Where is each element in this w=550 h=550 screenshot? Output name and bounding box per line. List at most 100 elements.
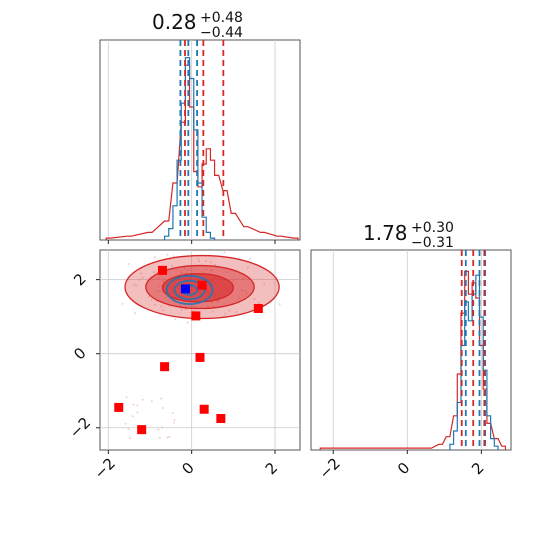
scatter-ytick-label-1: 0: [70, 344, 89, 363]
scatter-red-square-0: [158, 265, 167, 275]
scatter-sample-point: [147, 296, 150, 299]
scatter-sample-point: [132, 403, 135, 406]
scatter-sample-point: [192, 305, 195, 308]
scatter-red-square-4: [195, 352, 205, 362]
scatter-sample-point: [225, 271, 228, 274]
scatter-sample-point: [242, 277, 245, 280]
hist2-xtick-label-0: −2: [316, 454, 344, 482]
title-param-1: 0.28 +0.48 −0.44: [152, 10, 243, 41]
scatter-sample-point: [171, 412, 174, 415]
scatter-sample-point: [158, 277, 161, 280]
scatter-sample-point: [205, 268, 208, 271]
scatter-sample-point: [121, 302, 124, 305]
scatter-sample-point: [136, 411, 139, 414]
scatter-sample-point: [206, 305, 209, 308]
scatter-red-square-2: [191, 311, 201, 321]
scatter-sample-point: [157, 428, 160, 431]
scatter-sample-point: [141, 398, 144, 401]
title-param-2-minus: −0.31: [411, 235, 454, 251]
scatter-sample-point: [154, 256, 157, 259]
scatter-sample-point: [135, 284, 138, 287]
scatter-ytick-label-0: −2: [66, 414, 94, 442]
scatter-sample-point: [214, 263, 217, 266]
scatter-sample-point: [140, 272, 143, 275]
scatter-sample-point: [246, 266, 249, 269]
scatter-sample-point: [127, 428, 130, 431]
scatter-sample-point: [172, 255, 175, 258]
scatter-red-square-7: [199, 404, 209, 414]
scatter-sample-point: [158, 436, 161, 439]
scatter-sample-point: [157, 290, 160, 293]
scatter-xtick-label-0: −2: [91, 454, 119, 482]
title-param-2: 1.78 +0.30 −0.31: [363, 220, 454, 251]
histogram-panel-param-1: [99, 39, 301, 244]
scatter-sample-point: [129, 437, 132, 440]
scatter-sample-point: [245, 292, 248, 295]
scatter-sample-point: [238, 296, 241, 299]
scatter-sample-point: [183, 267, 186, 270]
title-param-2-median: 1.78: [363, 221, 408, 245]
scatter-sample-point: [138, 278, 141, 281]
scatter-sample-point: [125, 396, 128, 399]
scatter-sample-point: [228, 309, 231, 312]
scatter-sample-point: [186, 268, 189, 271]
scatter-red-square-6: [114, 402, 124, 412]
hist2-frame: [310, 249, 512, 451]
scatter-blue-contour-1: [173, 279, 206, 301]
scatter-sample-point: [161, 406, 164, 409]
scatter-sample-point: [173, 418, 176, 421]
scatter-sample-point: [166, 436, 169, 439]
scatter-sample-point: [197, 258, 200, 261]
scatter-red-square-9: [137, 425, 147, 435]
scatter-sample-point: [180, 308, 183, 311]
scatter-sample-point: [131, 415, 134, 418]
hist2-xtick-label-2: 2: [468, 459, 487, 478]
scatter-xtick-label-1: 0: [178, 459, 197, 478]
scatter-sample-point: [127, 263, 130, 266]
scatter-sample-point: [162, 280, 165, 283]
scatter-sample-point: [158, 285, 161, 288]
title-param-1-minus: −0.44: [200, 25, 243, 41]
scatter-red-square-5: [160, 362, 170, 372]
scatter-sample-point: [150, 298, 153, 301]
scatter-sample-point: [166, 253, 169, 256]
scatter-sample-point: [160, 397, 163, 400]
scatter-sample-point: [211, 301, 214, 304]
scatter-sample-point: [133, 283, 136, 286]
scatter-ytick-label-2: 2: [70, 270, 89, 289]
scatter-sample-point: [253, 298, 256, 301]
scatter-sample-point: [257, 301, 260, 304]
title-param-1-median: 0.28: [152, 10, 197, 34]
scatter-panel: −2 0 2 −2 0 2: [66, 248, 301, 483]
scatter-sample-point: [150, 400, 153, 403]
scatter-sample-point: [161, 426, 164, 429]
scatter-sample-point: [235, 311, 238, 314]
scatter-sample-point: [224, 312, 227, 315]
scatter-sample-point: [232, 280, 235, 283]
scatter-sample-point: [136, 404, 139, 407]
scatter-sample-point: [162, 309, 165, 312]
title-param-2-plus: +0.30: [411, 220, 454, 236]
scatter-sample-point: [153, 271, 156, 274]
scatter-sample-point: [124, 422, 127, 425]
scatter-sample-point: [223, 251, 226, 254]
scatter-sample-point: [225, 248, 228, 251]
hist1-blue-histogram: [163, 57, 216, 240]
scatter-sample-point: [160, 305, 163, 308]
scatter-blue-contour-0: [165, 274, 214, 306]
scatter-sample-point: [133, 312, 136, 315]
scatter-sample-point: [210, 269, 213, 272]
scatter-sample-point: [217, 300, 220, 303]
scatter-sample-point: [168, 435, 171, 438]
scatter-red-square-8: [216, 414, 226, 424]
scatter-frame: [99, 249, 301, 451]
scatter-xtick-label-2: 2: [262, 459, 281, 478]
scatter-sample-point: [212, 305, 215, 308]
scatter-sample-point: [210, 261, 213, 264]
scatter-sample-point: [263, 283, 266, 286]
scatter-sample-point: [180, 271, 183, 274]
scatter-sample-point: [172, 421, 175, 424]
title-param-1-plus: +0.48: [200, 10, 243, 26]
scatter-sample-point: [141, 276, 144, 279]
